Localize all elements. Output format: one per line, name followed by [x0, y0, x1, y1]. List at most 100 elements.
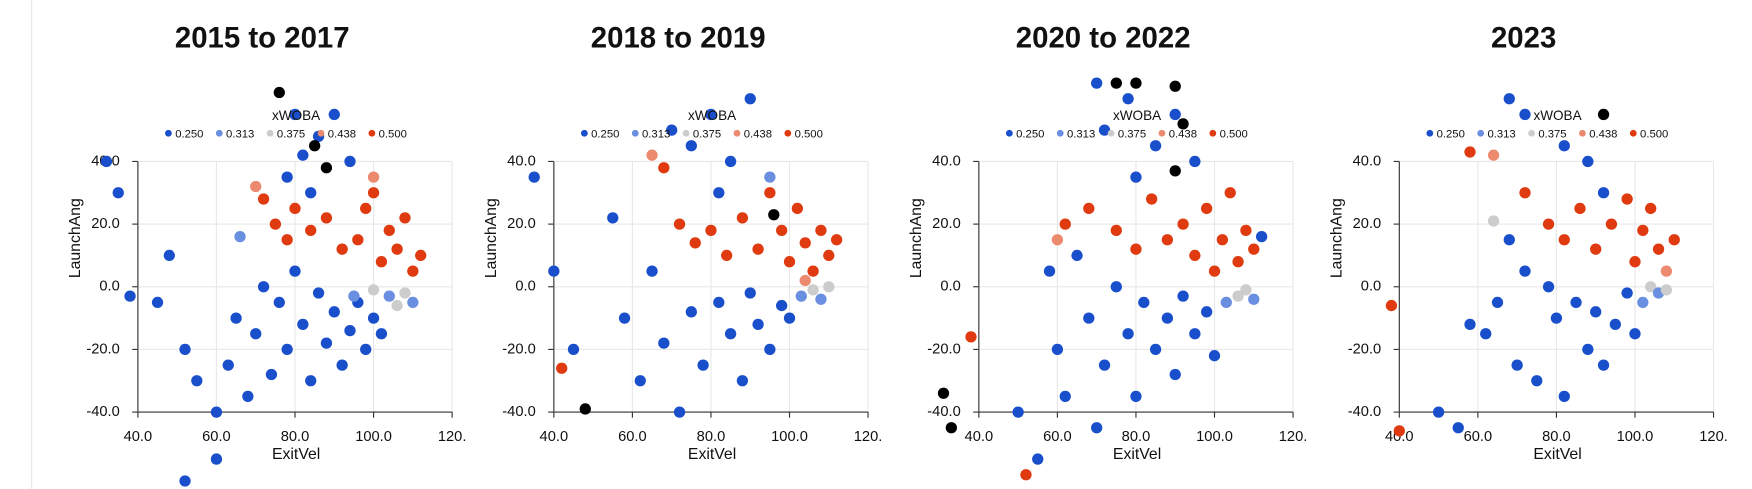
point — [815, 224, 827, 237]
point — [658, 162, 670, 174]
x-tick-label: 120. — [854, 429, 883, 445]
point — [1255, 230, 1268, 243]
point — [1660, 265, 1673, 277]
y-axis-label: LaunchAng — [483, 198, 500, 278]
point — [344, 324, 356, 337]
point — [1503, 93, 1515, 105]
point — [375, 256, 388, 268]
point — [783, 256, 796, 268]
point — [1385, 299, 1398, 312]
point — [273, 296, 285, 309]
point — [689, 237, 701, 249]
legend-label: 0.313 — [1067, 128, 1095, 140]
point — [250, 328, 262, 340]
legend-label: 0.438 — [328, 128, 356, 140]
legend-swatch — [1158, 129, 1166, 137]
point — [1208, 265, 1221, 277]
legend-title: xWOBA — [1533, 108, 1582, 123]
point — [1110, 281, 1122, 293]
y-tick-label: 40.0 — [932, 153, 961, 169]
point — [1519, 265, 1531, 277]
point — [407, 296, 419, 309]
legend-label: 0.313 — [642, 128, 670, 140]
point — [399, 212, 411, 224]
point — [112, 187, 124, 199]
point — [383, 290, 395, 302]
point — [945, 422, 957, 434]
legend-swatch — [266, 129, 274, 137]
point — [1621, 287, 1633, 299]
point — [1487, 215, 1500, 227]
point — [360, 343, 372, 356]
legend-label: 0.500 — [379, 128, 407, 140]
point — [289, 202, 301, 215]
point — [305, 187, 317, 199]
legend-swatch — [1477, 129, 1485, 137]
point — [305, 375, 317, 387]
y-tick-label: -40.0 — [86, 404, 119, 420]
point — [1043, 265, 1056, 277]
point — [210, 406, 223, 418]
point — [1248, 293, 1260, 305]
point — [646, 265, 658, 277]
point — [383, 224, 395, 237]
point — [528, 171, 540, 183]
point — [1091, 422, 1103, 434]
point — [764, 343, 776, 356]
point — [1629, 328, 1641, 340]
point — [673, 218, 686, 230]
point — [1130, 77, 1142, 89]
x-axis-label: ExitVel — [272, 446, 320, 463]
panels: 2015 to 2017 -40.0 -20.0 0.0 20.0 40.0 40.0 60.… — [31, 0, 1728, 489]
point — [1122, 328, 1134, 340]
point — [1464, 318, 1476, 331]
point — [1189, 328, 1201, 340]
y-tick-label: -40.0 — [502, 404, 535, 420]
legend-swatch — [1107, 129, 1115, 137]
legend-label: 0.375 — [277, 128, 305, 140]
x-tick-label: 60.0 — [1043, 429, 1072, 445]
x-tick-label: 100.0 — [355, 429, 392, 445]
x-tick-label: 60.0 — [202, 429, 231, 445]
x-axis-label: ExitVel — [688, 446, 736, 463]
point — [1201, 202, 1213, 215]
y-tick-label: 40.0 — [1353, 153, 1382, 169]
point — [348, 290, 360, 302]
x-tick-label: 60.0 — [618, 429, 647, 445]
point — [1558, 234, 1570, 246]
point — [1138, 296, 1150, 309]
point — [1637, 296, 1649, 309]
x-axis-label: ExitVel — [1113, 446, 1161, 463]
legend-title: xWOBA — [688, 108, 737, 123]
x-axis-label: ExitVel — [1533, 446, 1581, 463]
point — [281, 171, 293, 183]
y-tick-label: 0.0 — [515, 279, 535, 295]
point — [336, 359, 348, 371]
x-tick-label: 40.0 — [1385, 429, 1414, 445]
point — [1582, 343, 1594, 356]
point — [1652, 243, 1665, 255]
point — [607, 212, 619, 224]
point — [764, 171, 776, 183]
point — [1232, 290, 1244, 302]
point — [289, 108, 301, 121]
point — [1519, 108, 1531, 121]
legend-title: xWOBA — [1113, 108, 1162, 123]
point — [1177, 118, 1189, 130]
legend-swatch — [1209, 129, 1217, 137]
point — [1232, 256, 1244, 268]
point — [375, 328, 388, 340]
point — [320, 162, 333, 174]
point — [1597, 359, 1610, 371]
point — [1645, 202, 1657, 215]
point — [705, 224, 717, 237]
point — [1059, 218, 1071, 230]
point — [1083, 202, 1095, 215]
point — [666, 124, 678, 136]
legend-label: 0.313 — [226, 128, 254, 140]
point — [1130, 243, 1142, 255]
legend-swatch — [733, 129, 741, 137]
point — [1220, 296, 1232, 309]
point — [281, 343, 293, 356]
